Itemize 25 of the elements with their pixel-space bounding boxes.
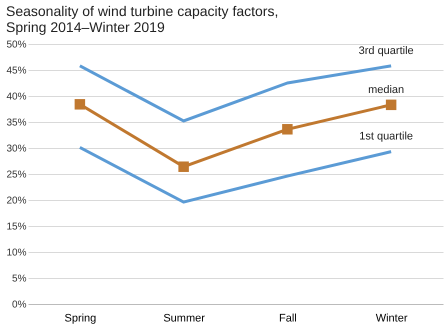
text: Spring 2014–Winter 2019: [6, 19, 165, 35]
y-tick-label: 45%: [6, 66, 27, 76]
x-tick-label: Fall: [279, 312, 297, 324]
x-tick-label: Winter: [376, 312, 408, 324]
series-label: 1st quartile: [359, 130, 414, 143]
y-tick-label: 25%: [6, 170, 27, 180]
y-tick-label: 10%: [6, 248, 27, 258]
series-label: 3rd quartile: [358, 44, 414, 57]
x-tick-label: Spring: [64, 312, 96, 324]
y-tick-label: 15%: [6, 222, 27, 232]
point: [178, 161, 189, 172]
y-tick-label: 50%: [6, 40, 27, 50]
y-tick-label: 30%: [6, 144, 27, 154]
y-tick-label: 5%: [12, 274, 27, 284]
point: [386, 100, 396, 110]
text: Seasonality of wind turbine capacity factors,: [6, 3, 278, 19]
x-tick-label: Summer: [163, 312, 206, 324]
y-tick-label: 0%: [12, 300, 27, 310]
y-tick-label: 35%: [6, 118, 27, 128]
point: [74, 99, 86, 110]
line-series: [78, 146, 393, 204]
point: [282, 124, 293, 135]
y-tick-label: 40%: [6, 92, 27, 102]
series-label: median: [368, 84, 404, 96]
y-tick-label: 20%: [6, 196, 27, 206]
